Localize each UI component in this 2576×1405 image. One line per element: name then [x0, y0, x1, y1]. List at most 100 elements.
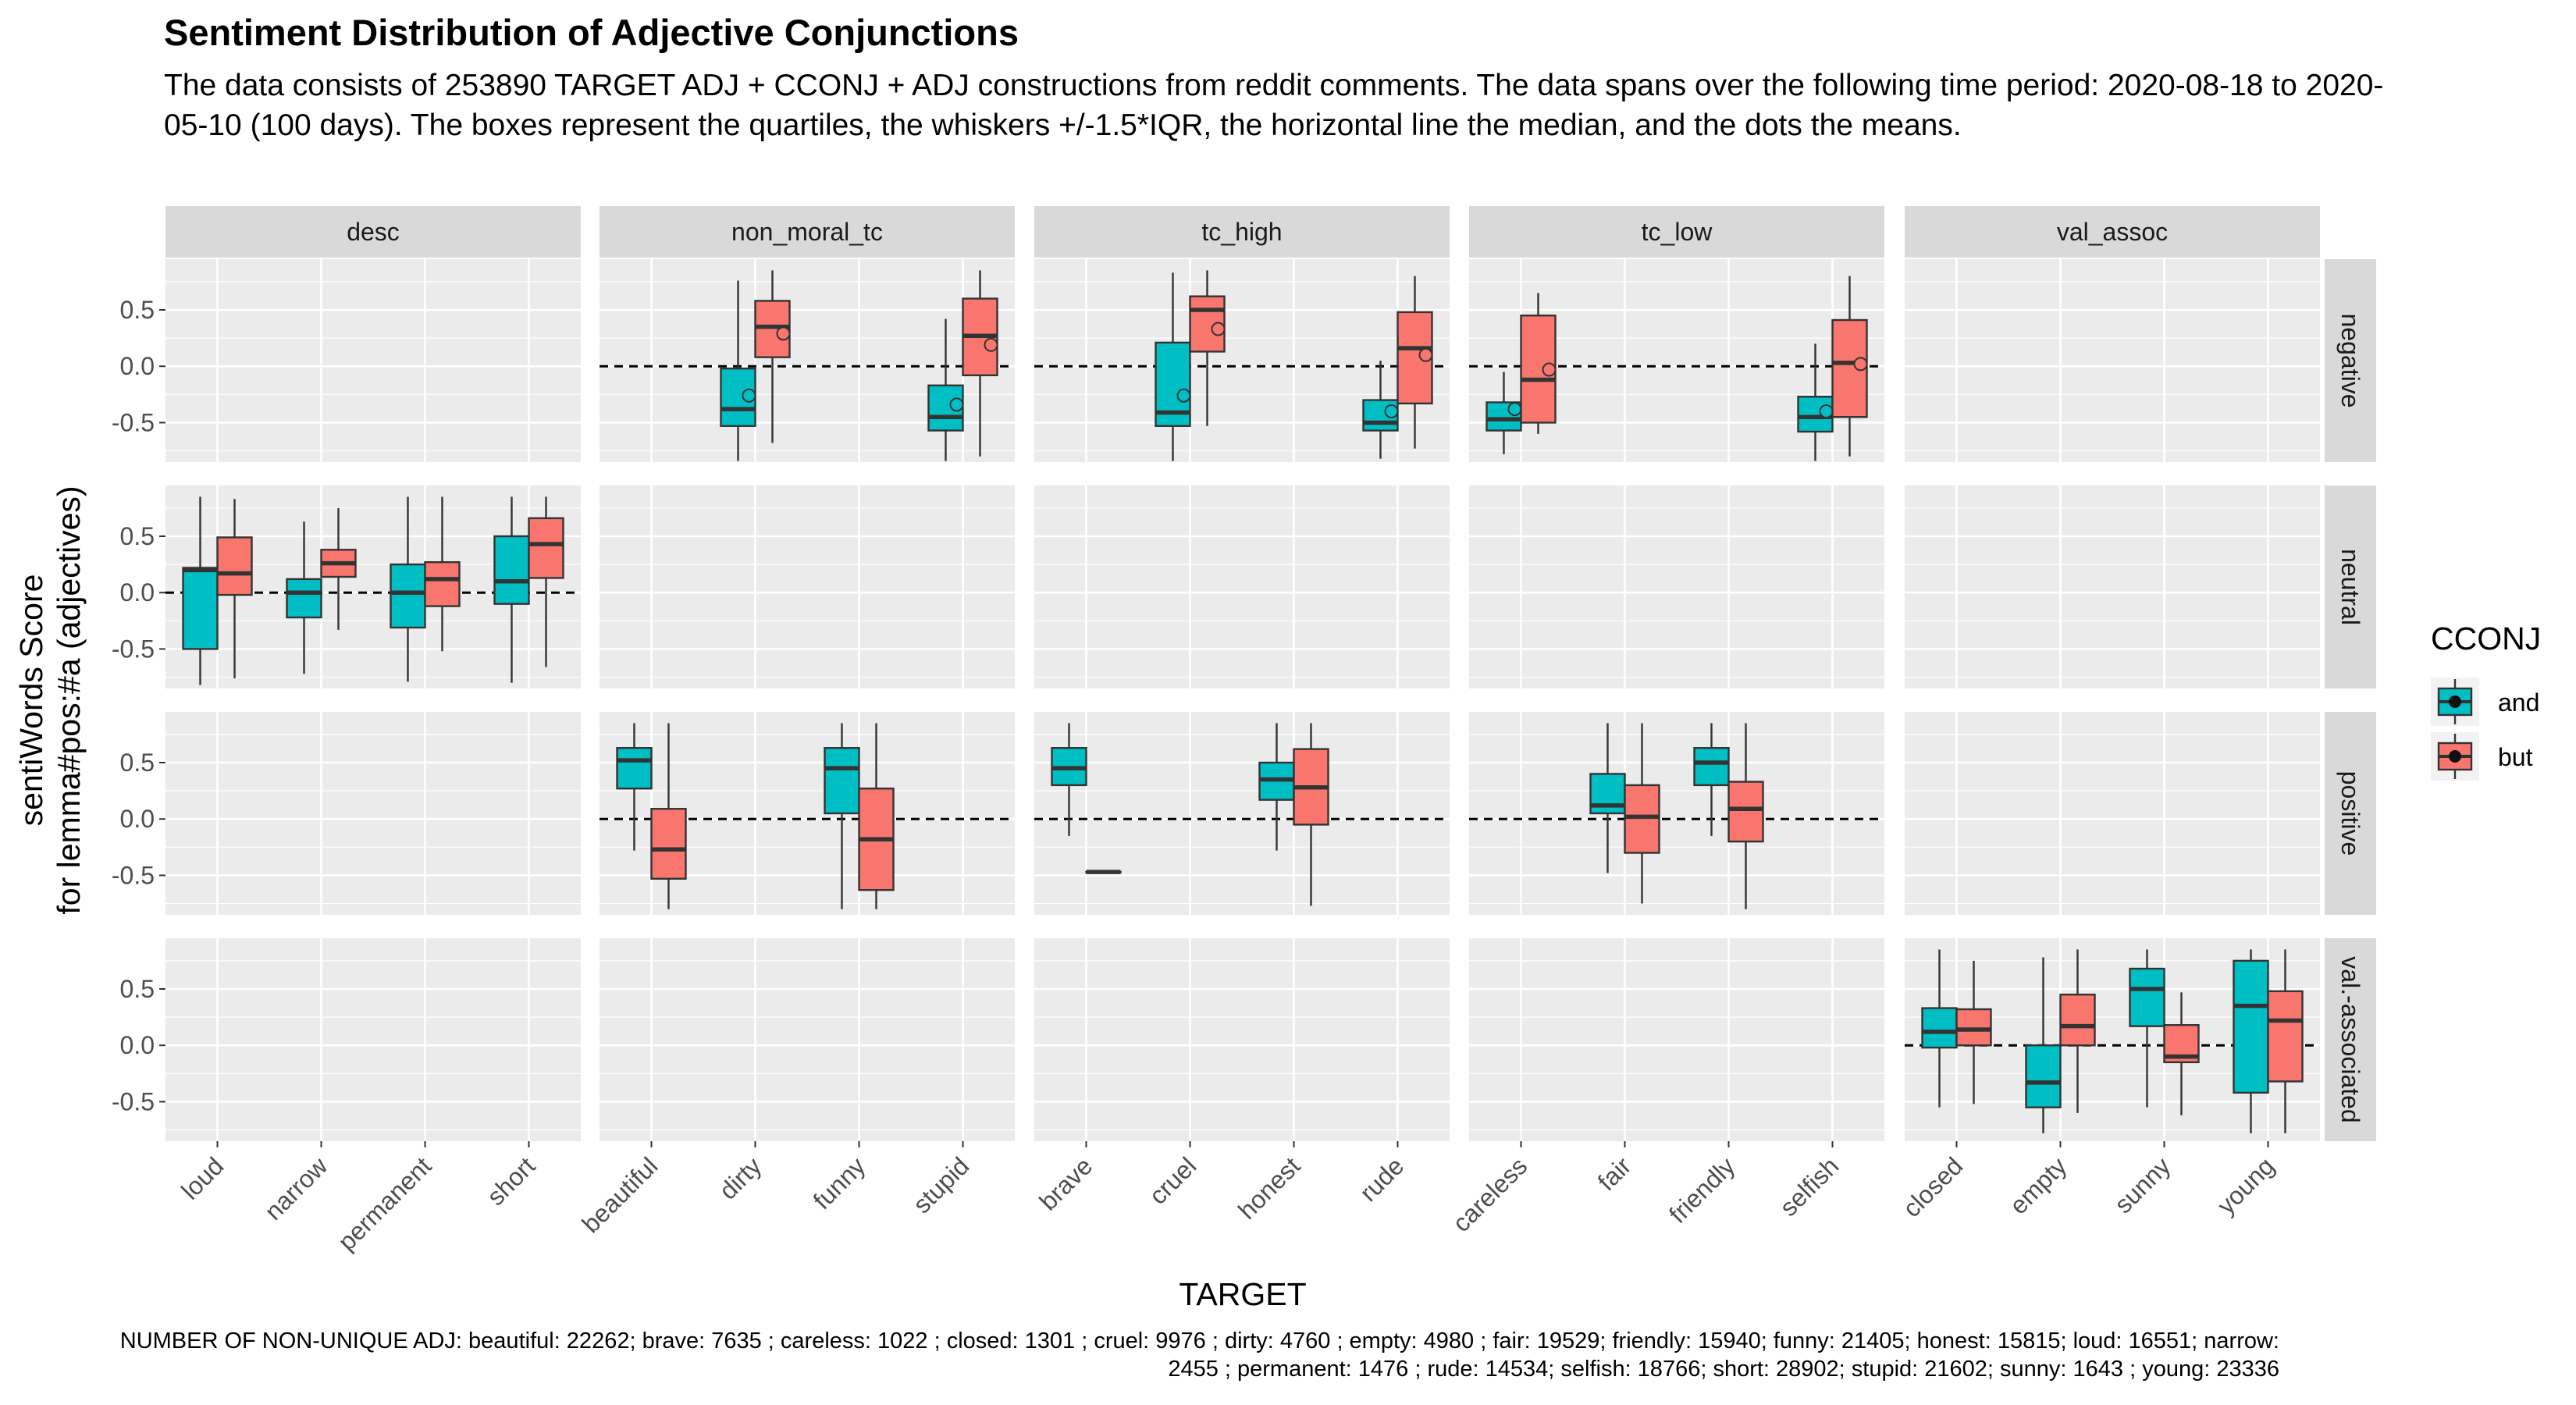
row-label-3: val.-associated — [2336, 956, 2364, 1122]
iqr-box — [2025, 1044, 2062, 1108]
chart-subtitle: The data consists of 253890 TARGET ADJ +… — [164, 69, 2384, 142]
mean-dot — [1819, 404, 1834, 418]
x-tick-label-beautiful: beautiful — [576, 1151, 663, 1238]
iqr-box — [286, 578, 322, 619]
row-strip-1 — [2325, 486, 2376, 688]
iqr-box — [424, 561, 461, 607]
box-dirty-and — [720, 280, 756, 461]
iqr-box — [1831, 318, 1868, 418]
facet-strip-val_assoc — [1905, 206, 2320, 258]
x-tick-label-fair: fair — [1592, 1151, 1637, 1196]
box-loud-and — [182, 496, 219, 685]
x-tick-label-stupid: stupid — [908, 1151, 975, 1218]
box-selfish-and — [1797, 343, 1834, 461]
x-tick-label-narrow: narrow — [259, 1151, 333, 1225]
box-closed-but — [1955, 960, 1992, 1104]
y-tick-label: 0.0 — [120, 352, 155, 380]
y-tick-label: 0.0 — [120, 578, 155, 606]
box-funny-and — [824, 723, 860, 909]
mean-dot — [949, 397, 964, 412]
y-tick-label: -0.5 — [112, 861, 155, 889]
y-tick-label: 0.5 — [120, 296, 155, 324]
iqr-box — [1921, 1007, 1958, 1049]
box-young-but — [2267, 949, 2304, 1133]
box-short-but — [528, 496, 564, 667]
panel-val_assoc-2 — [1905, 712, 2320, 915]
x-axis-title: TARGET — [1179, 1276, 1306, 1312]
panel-tc_low-2 — [1469, 712, 1884, 915]
mean-dot — [984, 337, 998, 352]
x-tick-label-rude: rude — [1354, 1151, 1410, 1207]
mean-dot — [1176, 388, 1191, 403]
x-tick-label-cruel: cruel — [1144, 1151, 1202, 1210]
panel-non_moral_tc-3 — [600, 938, 1015, 1141]
box-beautiful-but — [650, 723, 687, 909]
box-careless-but — [1520, 293, 1557, 434]
facet-label-desc: desc — [347, 218, 400, 246]
legend-key-but — [2431, 732, 2479, 781]
box-cruel-and — [1155, 272, 1191, 461]
mean-dot — [1211, 322, 1226, 336]
y-tick-label: -0.5 — [112, 1087, 155, 1115]
iqr-box — [216, 536, 253, 596]
y-tick-label: 0.5 — [120, 522, 155, 550]
panel-val_assoc-1 — [1905, 486, 2320, 688]
box-honest-and — [1258, 723, 1295, 851]
box-permanent-and — [390, 496, 426, 682]
panel-non_moral_tc-0 — [600, 259, 1015, 462]
facet-label-tc_high: tc_high — [1201, 218, 1282, 246]
legend-key-dot — [2449, 750, 2461, 763]
box-friendly-and — [1693, 723, 1730, 836]
panel-tc_low-1 — [1469, 486, 1884, 688]
y-tick-label: 0.5 — [120, 749, 155, 777]
box-permanent-but — [424, 496, 461, 652]
panel-non_moral_tc-1 — [600, 486, 1015, 688]
box-loud-but — [216, 499, 253, 678]
legend-key-and — [2431, 678, 2479, 726]
facet-strip-tc_high — [1034, 206, 1450, 258]
x-tick-label-friendly: friendly — [1663, 1151, 1740, 1228]
y-tick-label: -0.5 — [112, 635, 155, 663]
box-brave-and — [1051, 723, 1087, 836]
legend-label-but: but — [2498, 743, 2533, 771]
mean-dot — [1418, 347, 1433, 362]
y-axis-title-line-1: sentiWords Score — [13, 574, 49, 827]
x-tick-label-sunny: sunny — [2109, 1151, 2176, 1218]
box-fair-but — [1624, 723, 1660, 904]
x-tick-label-dirty: dirty — [713, 1151, 767, 1204]
iqr-box — [528, 517, 564, 579]
iqr-box — [1397, 311, 1433, 405]
facet-label-non_moral_tc: non_moral_tc — [731, 218, 883, 246]
box-empty-but — [2059, 949, 2096, 1113]
box-stupid-but — [962, 270, 998, 457]
legend-key-dot — [2449, 695, 2461, 708]
mean-dot — [1507, 402, 1522, 417]
row-strip-2 — [2325, 712, 2376, 915]
y-tick-label: 0.5 — [120, 975, 155, 1003]
box-empty-and — [2025, 957, 2062, 1133]
iqr-box — [824, 747, 860, 815]
box-brave-but — [1085, 870, 1122, 874]
y-tick-label: 0.0 — [120, 1031, 155, 1059]
box-honest-but — [1293, 723, 1329, 906]
box-funny-but — [858, 723, 895, 909]
x-tick-label-permanent: permanent — [333, 1151, 437, 1256]
chart-title: Sentiment Distribution of Adjective Conj… — [164, 12, 1019, 53]
box-narrow-and — [286, 521, 322, 674]
panel-desc-3 — [165, 938, 581, 1141]
panel-tc_high-0 — [1034, 259, 1450, 462]
y-tick-label: 0.0 — [120, 805, 155, 833]
iqr-box — [182, 567, 219, 650]
panel-desc-2 — [165, 712, 581, 915]
box-beautiful-and — [616, 723, 653, 851]
box-friendly-but — [1727, 723, 1764, 909]
iqr-box — [2267, 990, 2304, 1083]
row-label-1: neutral — [2336, 549, 2364, 625]
row-label-0: negative — [2336, 314, 2364, 408]
legend-title: CCONJ — [2431, 621, 2541, 656]
panel-tc_high-2 — [1034, 712, 1450, 915]
box-rude-and — [1362, 361, 1399, 459]
box-cruel-but — [1189, 270, 1226, 426]
iqr-box — [390, 563, 426, 629]
